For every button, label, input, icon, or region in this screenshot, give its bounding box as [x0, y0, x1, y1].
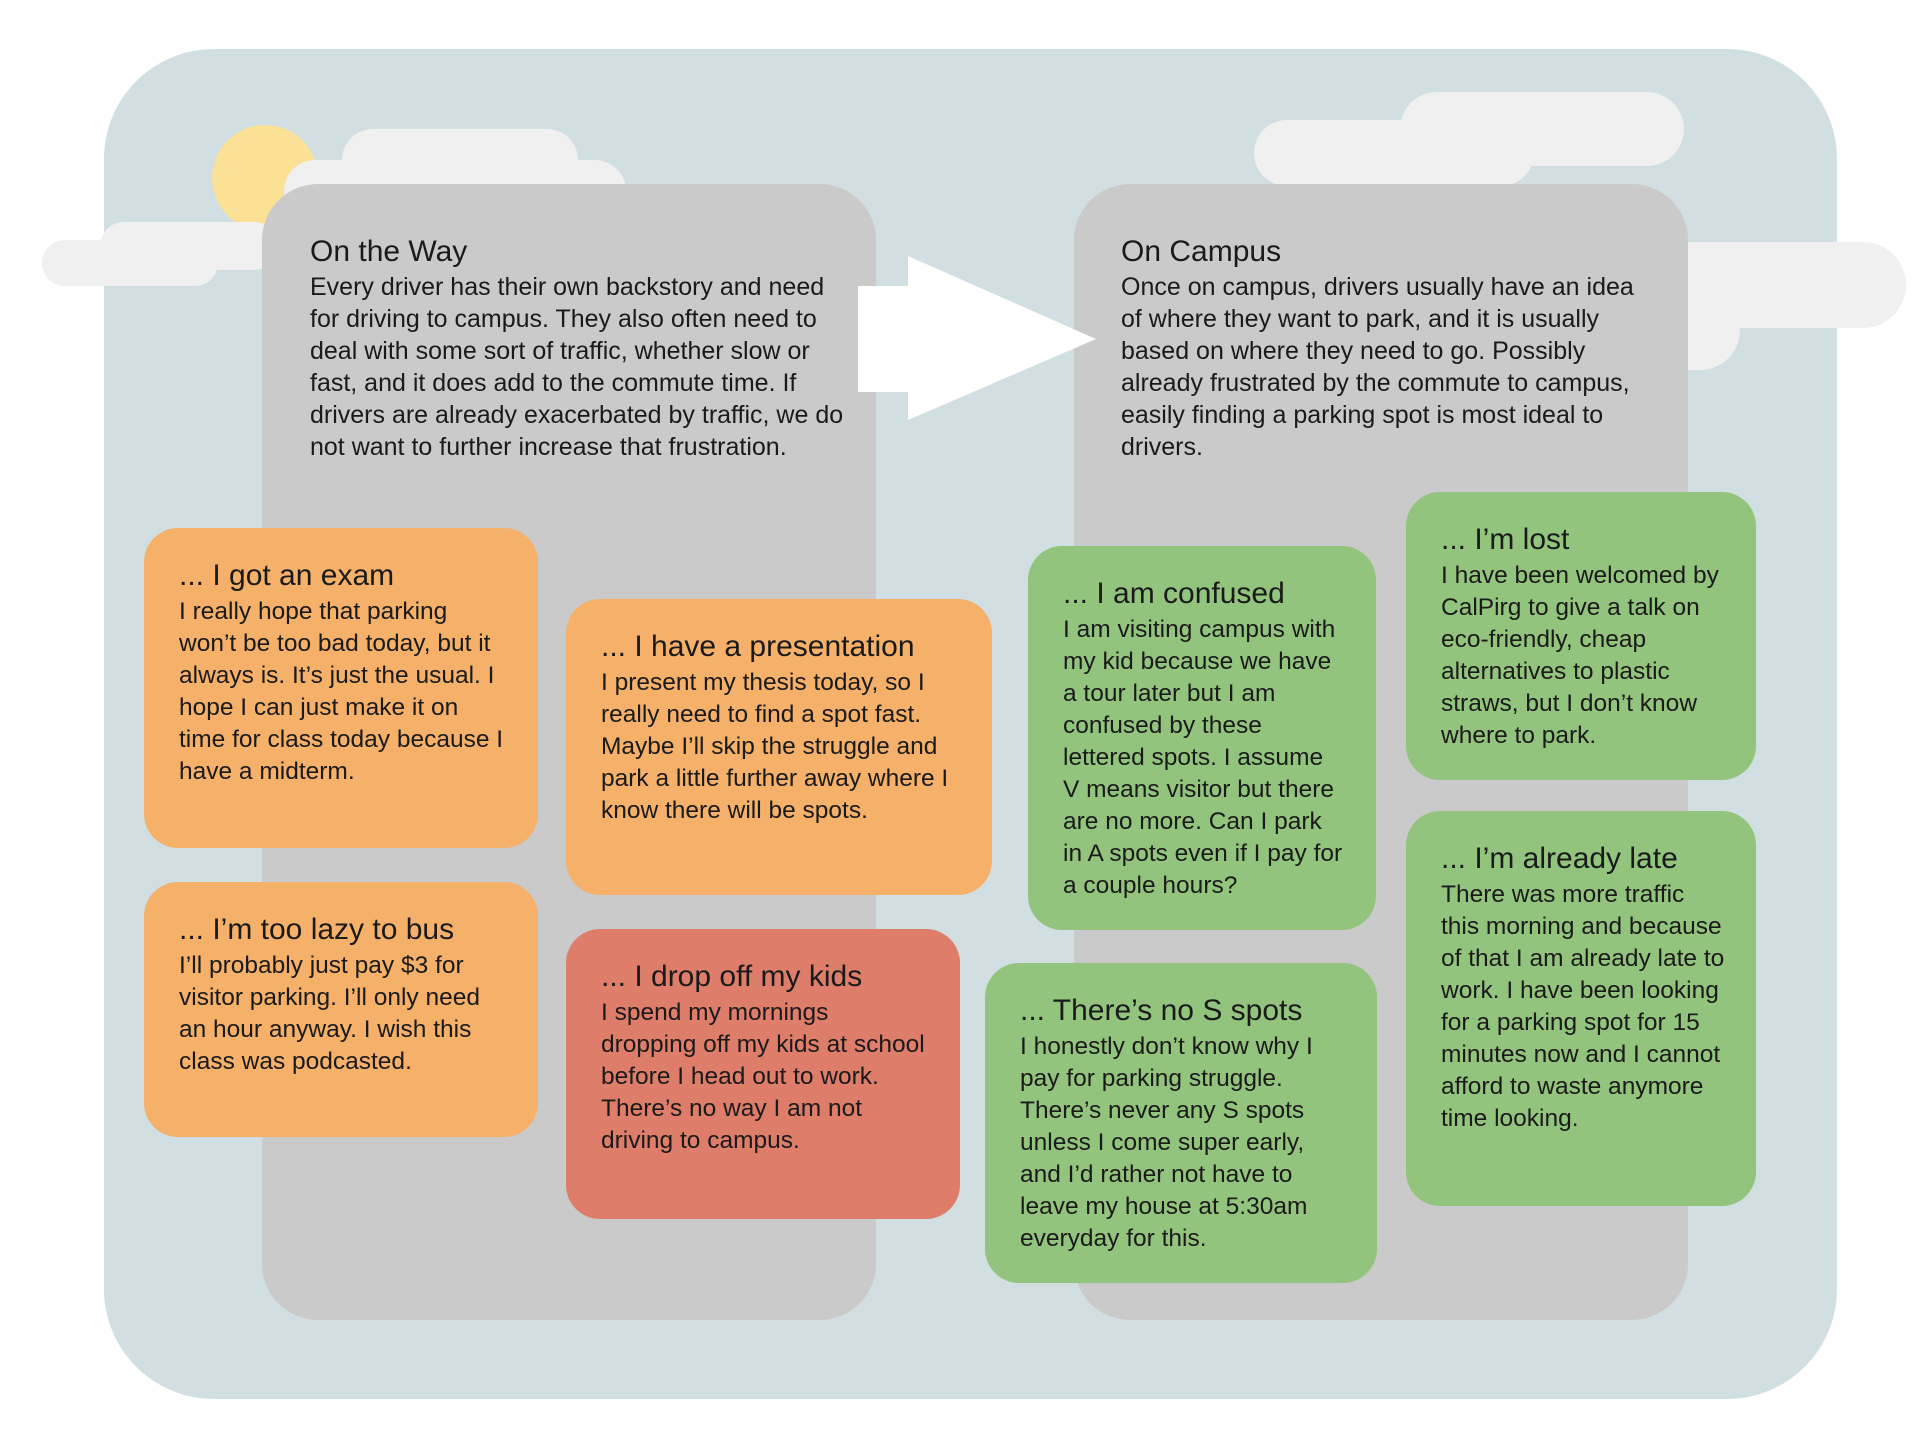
on-campus-title: On Campus — [1121, 235, 1282, 268]
no-s-spots-card: ... There’s no S spots I honestly don’t … — [985, 963, 1377, 1283]
card-body: I honestly don’t know why I pay for park… — [1020, 1033, 1313, 1252]
card-title: ... I’m too lazy to bus — [179, 913, 455, 946]
confused-card: ... I am confused I am visiting campus w… — [1028, 546, 1376, 930]
card-body: There was more traffic this morning and … — [1441, 881, 1725, 1132]
lazy-card: ... I’m too lazy to bus I’ll probably ju… — [144, 882, 538, 1137]
right-arrow-icon — [858, 256, 1096, 420]
kids-card: ... I drop off my kids I spend my mornin… — [566, 929, 960, 1219]
card-body: I’ll probably just pay $3 for visitor pa… — [179, 952, 480, 1075]
card-title: ... There’s no S spots — [1020, 994, 1303, 1027]
card-body: I spend my mornings dropping off my kids… — [601, 999, 925, 1154]
on-the-way-title: On the Way — [310, 235, 468, 268]
on-campus-description: Once on campus, drivers usually have an … — [1121, 273, 1634, 461]
card-body: I really hope that parking won’t be too … — [179, 598, 504, 785]
exam-card: ... I got an exam I really hope that par… — [144, 528, 538, 848]
presentation-card: ... I have a presentation I present my t… — [566, 599, 992, 895]
lost-card: ... I’m lost I have been welcomed by Cal… — [1406, 492, 1756, 780]
card-body: I am visiting campus with my kid because… — [1063, 616, 1343, 899]
card-body: I present my thesis today, so I really n… — [601, 669, 949, 824]
card-title: ... I am confused — [1063, 577, 1285, 610]
late-card: ... I’m already late There was more traf… — [1406, 811, 1756, 1206]
card-title: ... I got an exam — [179, 559, 395, 592]
card-body: I have been welcomed by CalPirg to give … — [1441, 562, 1719, 749]
card-title: ... I’m lost — [1441, 523, 1570, 556]
on-the-way-description: Every driver has their own backstory and… — [310, 273, 844, 461]
card-title: ... I have a presentation — [601, 630, 915, 663]
card-title: ... I’m already late — [1441, 842, 1678, 875]
card-title: ... I drop off my kids — [601, 960, 863, 993]
